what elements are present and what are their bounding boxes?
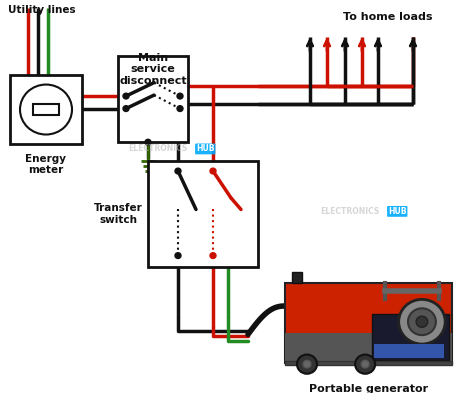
Circle shape [355,354,375,374]
Circle shape [20,84,72,134]
Circle shape [210,253,216,259]
Circle shape [297,354,317,374]
Circle shape [175,253,181,259]
Bar [374,344,444,358]
Bar [148,162,258,267]
Text: Main
service
disconnect: Main service disconnect [119,53,187,86]
Text: Ground: Ground [153,183,196,193]
Text: Portable generator: Portable generator [309,384,428,393]
Bar [10,75,82,144]
Text: HUB: HUB [196,145,215,153]
Text: Utility lines: Utility lines [8,5,76,15]
Text: Transfer
switch: Transfer switch [94,204,143,225]
Bar [285,283,452,363]
Bar [33,104,59,115]
Circle shape [408,309,436,335]
Text: Energy
meter: Energy meter [26,154,66,175]
Bar [285,333,452,363]
Circle shape [416,316,428,327]
Bar [118,56,188,142]
Bar [372,314,449,360]
Text: ELECTRONICS: ELECTRONICS [320,207,379,216]
Circle shape [303,360,311,368]
Text: HUB: HUB [388,207,407,216]
Text: ELECTRONICS: ELECTRONICS [128,145,187,153]
Circle shape [123,106,129,112]
Circle shape [210,168,216,174]
Circle shape [399,299,445,344]
Circle shape [175,168,181,174]
Circle shape [123,93,129,99]
Circle shape [177,106,183,112]
Text: To home loads: To home loads [343,13,433,22]
Bar [292,272,302,283]
Bar [285,361,452,365]
Circle shape [361,360,369,368]
Circle shape [177,93,183,99]
Circle shape [145,140,151,145]
